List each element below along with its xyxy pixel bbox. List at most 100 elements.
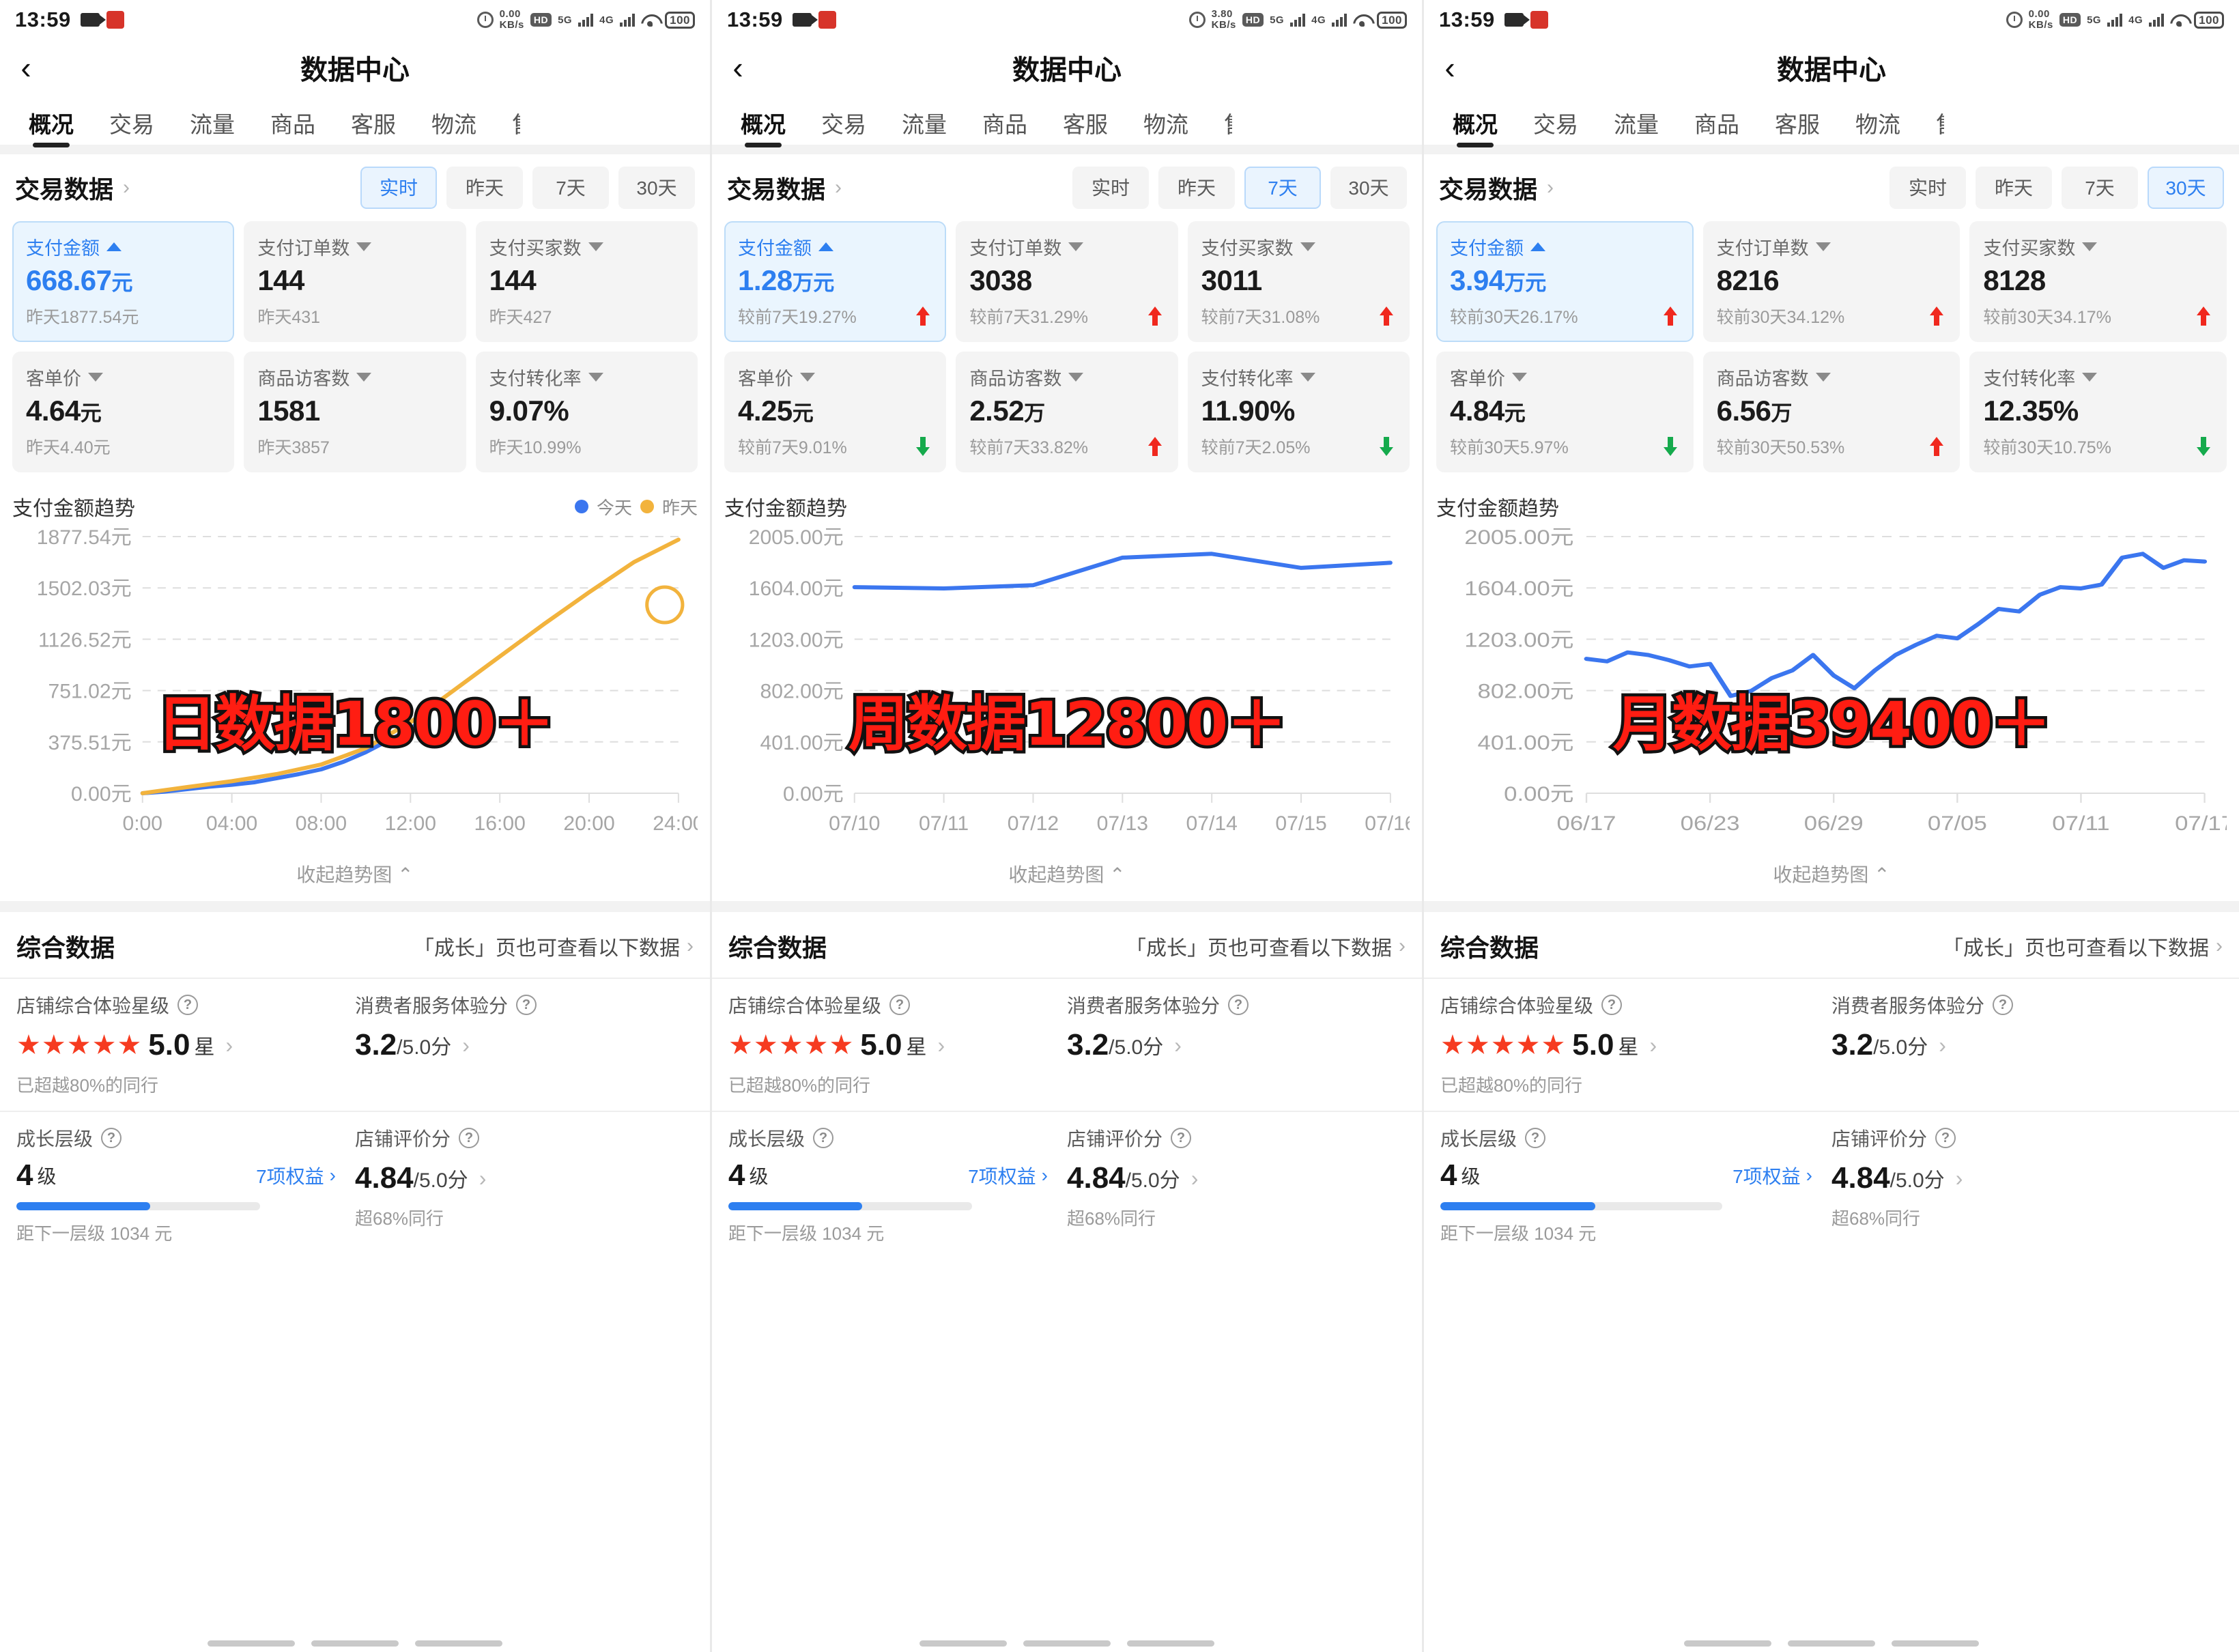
section-chevron-icon[interactable]: › <box>1547 176 1554 199</box>
metric-card-0[interactable]: 支付金额 668.67元 昨天1877.54元 <box>12 221 235 342</box>
range-button-1[interactable]: 昨天 <box>446 167 523 209</box>
chevron-right-icon[interactable]: › <box>225 1032 233 1057</box>
tab-1[interactable]: 交易 <box>109 112 154 137</box>
tab-3[interactable]: 商品 <box>982 112 1027 137</box>
range-button-0[interactable]: 实时 <box>1072 167 1149 209</box>
metric-card-1[interactable]: 支付订单数 8216 较前30天34.12% <box>1702 221 1960 342</box>
metric-card-5[interactable]: 支付转化率 11.90% 较前7天2.05% <box>1187 352 1410 472</box>
tab-2[interactable]: 流量 <box>190 112 235 137</box>
metric-card-1[interactable]: 支付订单数 3038 较前7天31.29% <box>956 221 1178 342</box>
help-icon[interactable]: ? <box>1993 995 2014 1015</box>
metric-card-3[interactable]: 客单价 4.84元 较前30天5.97% <box>1436 352 1694 472</box>
shop-star-cell[interactable]: 店铺综合体验星级? ★ ★ ★ ★ ★ 5.0 星 › 已超越80%的同行 <box>1440 991 1831 1097</box>
tab-4[interactable]: 客服 <box>1063 112 1108 137</box>
range-button-0[interactable]: 实时 <box>1889 167 1966 209</box>
metric-card-5[interactable]: 支付转化率 9.07% 昨天10.99% <box>475 352 698 472</box>
growth-rights-link[interactable]: 7项权益 › <box>256 1162 336 1189</box>
metric-card-1[interactable]: 支付订单数 144 昨天431 <box>244 221 466 342</box>
service-score-cell[interactable]: 消费者服务体验分? 3.2/5.0分 › <box>1067 991 1406 1097</box>
growth-rights-link[interactable]: 7项权益 › <box>968 1162 1048 1189</box>
tab-0[interactable]: 概况 <box>11 106 91 145</box>
help-icon[interactable]: ? <box>459 1128 480 1148</box>
tab-5[interactable]: 物流 <box>1855 112 1900 137</box>
chevron-right-icon[interactable]: › <box>462 1032 470 1057</box>
range-button-2[interactable]: 7天 <box>2062 167 2138 209</box>
chevron-right-icon[interactable]: › <box>1174 1032 1182 1057</box>
help-icon[interactable]: ? <box>1601 995 1623 1015</box>
help-icon[interactable]: ? <box>1935 1128 1956 1148</box>
service-score-cell[interactable]: 消费者服务体验分? 3.2/5.0分 › <box>355 991 694 1097</box>
shop-rating-cell[interactable]: 店铺评价分? 4.84/5.0分 › 超68%同行 <box>1831 1124 2223 1245</box>
help-icon[interactable]: ? <box>101 1128 122 1148</box>
chevron-right-icon[interactable]: › <box>937 1032 945 1057</box>
growth-level-cell[interactable]: 成长层级? 4 级 7项权益 › 距下一层级 1034 元 <box>16 1124 355 1245</box>
back-icon[interactable]: ‹ <box>732 50 743 85</box>
metric-card-0[interactable]: 支付金额 1.28万元 较前7天19.27% <box>724 221 947 342</box>
shop-rating-cell[interactable]: 店铺评价分? 4.84/5.0分 › 超68%同行 <box>1067 1124 1406 1245</box>
tab-3[interactable]: 商品 <box>1694 112 1739 137</box>
tab-3[interactable]: 商品 <box>270 112 315 137</box>
help-icon[interactable]: ? <box>1525 1128 1546 1148</box>
back-icon[interactable]: ‹ <box>1444 50 1455 85</box>
composite-growth-link[interactable]: 「成长」页也可查看以下数据 › <box>414 931 694 961</box>
metric-card-2[interactable]: 支付买家数 8128 较前30天34.17% <box>1969 221 2227 342</box>
range-button-3[interactable]: 30天 <box>618 167 695 209</box>
tab-6[interactable]: 售 <box>494 106 520 145</box>
tab-6[interactable]: 售 <box>1918 106 1944 145</box>
range-button-0[interactable]: 实时 <box>360 167 437 209</box>
help-icon[interactable]: ? <box>889 995 911 1015</box>
chevron-right-icon[interactable]: › <box>1955 1165 1963 1191</box>
tab-1[interactable]: 交易 <box>1533 112 1578 137</box>
chevron-right-icon[interactable]: › <box>1939 1032 1946 1057</box>
back-icon[interactable]: ‹ <box>20 50 31 85</box>
tab-2[interactable]: 流量 <box>1614 112 1659 137</box>
growth-level-cell[interactable]: 成长层级? 4 级 7项权益 › 距下一层级 1034 元 <box>728 1124 1067 1245</box>
help-icon[interactable]: ? <box>1171 1128 1192 1148</box>
chevron-right-icon[interactable]: › <box>1190 1165 1199 1191</box>
shop-star-cell[interactable]: 店铺综合体验星级? ★ ★ ★ ★ ★ 5.0 星 › 已超越80%的同行 <box>728 991 1067 1097</box>
tab-0[interactable]: 概况 <box>1435 106 1515 145</box>
range-button-2[interactable]: 7天 <box>532 167 609 209</box>
section-chevron-icon[interactable]: › <box>123 176 130 199</box>
growth-rights-link[interactable]: 7项权益 › <box>1732 1162 1812 1189</box>
metric-card-4[interactable]: 商品访客数 2.52万 较前7天33.82% <box>956 352 1178 472</box>
tab-5[interactable]: 物流 <box>1143 112 1188 137</box>
metric-card-4[interactable]: 商品访客数 1581 昨天3857 <box>244 352 466 472</box>
chevron-right-icon[interactable]: › <box>1649 1032 1657 1057</box>
help-icon[interactable]: ? <box>177 995 199 1015</box>
tab-4[interactable]: 客服 <box>351 112 396 137</box>
tab-1[interactable]: 交易 <box>821 112 866 137</box>
tab-2[interactable]: 流量 <box>902 112 947 137</box>
range-button-3[interactable]: 30天 <box>1330 167 1407 209</box>
metric-card-3[interactable]: 客单价 4.64元 昨天4.40元 <box>12 352 235 472</box>
help-icon[interactable]: ? <box>516 995 537 1015</box>
composite-growth-link[interactable]: 「成长」页也可查看以下数据 › <box>1943 931 2223 961</box>
chevron-right-icon[interactable]: › <box>479 1165 487 1191</box>
collapse-trend-button[interactable]: 收起趋势图 ⌃ <box>724 852 1410 901</box>
metric-card-4[interactable]: 商品访客数 6.56万 较前30天50.53% <box>1702 352 1960 472</box>
tab-0[interactable]: 概况 <box>723 106 803 145</box>
x-axis-tick: 06/23 <box>1681 812 1740 834</box>
metric-card-2[interactable]: 支付买家数 3011 较前7天31.08% <box>1187 221 1410 342</box>
help-icon[interactable]: ? <box>1228 995 1249 1015</box>
tab-4[interactable]: 客服 <box>1775 112 1820 137</box>
range-button-3[interactable]: 30天 <box>2148 167 2224 209</box>
collapse-trend-button[interactable]: 收起趋势图 ⌃ <box>1436 852 2227 901</box>
metric-card-0[interactable]: 支付金额 3.94万元 较前30天26.17% <box>1436 221 1694 342</box>
metric-card-2[interactable]: 支付买家数 144 昨天427 <box>475 221 698 342</box>
metric-card-3[interactable]: 客单价 4.25元 较前7天9.01% <box>724 352 947 472</box>
service-score-cell[interactable]: 消费者服务体验分? 3.2/5.0分 › <box>1831 991 2223 1097</box>
metric-card-5[interactable]: 支付转化率 12.35% 较前30天10.75% <box>1969 352 2227 472</box>
composite-growth-link[interactable]: 「成长」页也可查看以下数据 › <box>1126 931 1406 961</box>
shop-star-cell[interactable]: 店铺综合体验星级? ★ ★ ★ ★ ★ 5.0 星 › 已超越80%的同行 <box>16 991 355 1097</box>
shop-rating-cell[interactable]: 店铺评价分? 4.84/5.0分 › 超68%同行 <box>355 1124 694 1245</box>
tab-5[interactable]: 物流 <box>431 112 476 137</box>
range-button-2[interactable]: 7天 <box>1244 167 1321 209</box>
section-chevron-icon[interactable]: › <box>835 176 842 199</box>
range-button-1[interactable]: 昨天 <box>1158 167 1235 209</box>
growth-level-cell[interactable]: 成长层级? 4 级 7项权益 › 距下一层级 1034 元 <box>1440 1124 1831 1245</box>
help-icon[interactable]: ? <box>813 1128 834 1148</box>
collapse-trend-button[interactable]: 收起趋势图 ⌃ <box>12 852 698 901</box>
range-button-1[interactable]: 昨天 <box>1976 167 2052 209</box>
tab-6[interactable]: 售 <box>1206 106 1232 145</box>
